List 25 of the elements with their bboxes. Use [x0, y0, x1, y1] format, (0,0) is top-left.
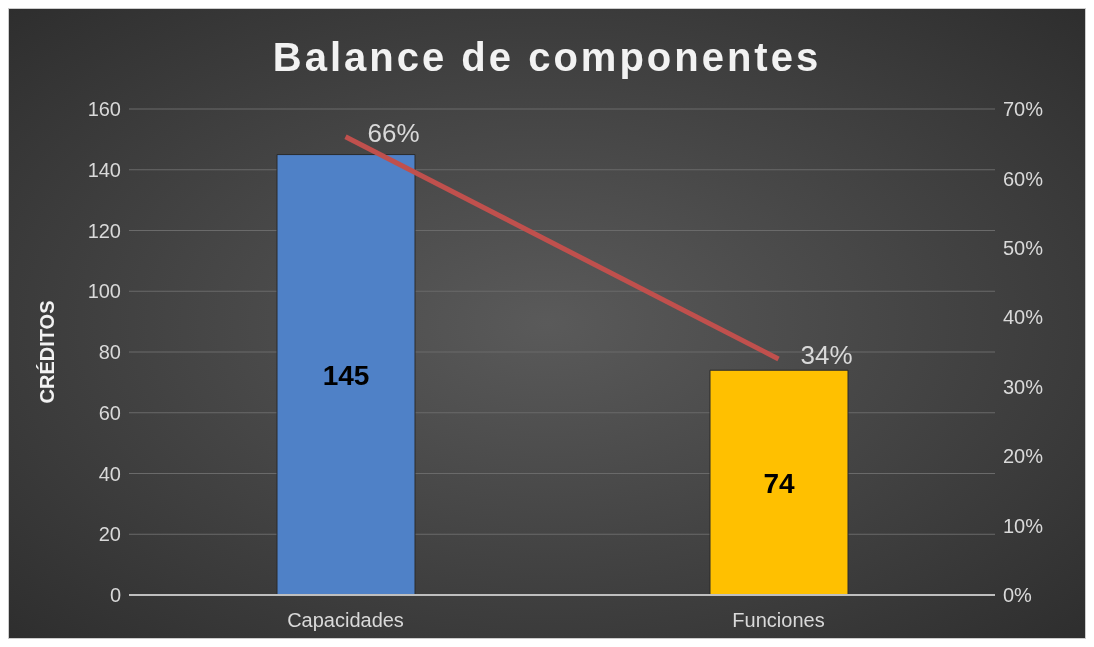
y2-tick-label: 20% — [1003, 445, 1044, 468]
data-label: 66% — [367, 117, 420, 148]
y-tick-label: 0 — [109, 584, 121, 607]
data-label: 74 — [763, 467, 795, 499]
y2-tick-label: 10% — [1003, 514, 1044, 537]
y-tick-label: 160 — [87, 98, 121, 121]
y-tick-label: 80 — [98, 341, 121, 364]
y2-tick-label: 60% — [1003, 167, 1044, 190]
y-axis-title: CRÉDITOS — [36, 300, 59, 404]
y-tick-label: 60 — [98, 401, 121, 424]
y2-tick-label: 50% — [1003, 236, 1044, 259]
y-tick-label: 100 — [87, 280, 121, 303]
y-tick-label: 140 — [87, 158, 121, 181]
y-tick-label: 120 — [87, 219, 121, 242]
y-tick-label: 40 — [98, 462, 121, 485]
x-tick-label: Capacidades — [287, 609, 404, 632]
y-tick-label: 20 — [98, 523, 121, 546]
data-label: 145 — [322, 359, 370, 391]
x-tick-label: Funciones — [732, 609, 825, 632]
y2-tick-label: 40% — [1003, 306, 1044, 329]
y2-tick-label: 30% — [1003, 375, 1044, 398]
y2-tick-label: 0% — [1003, 584, 1033, 607]
y2-tick-label: 70% — [1003, 98, 1044, 121]
data-label: 34% — [800, 339, 853, 370]
chart-title: Balance de componentes — [271, 34, 823, 81]
